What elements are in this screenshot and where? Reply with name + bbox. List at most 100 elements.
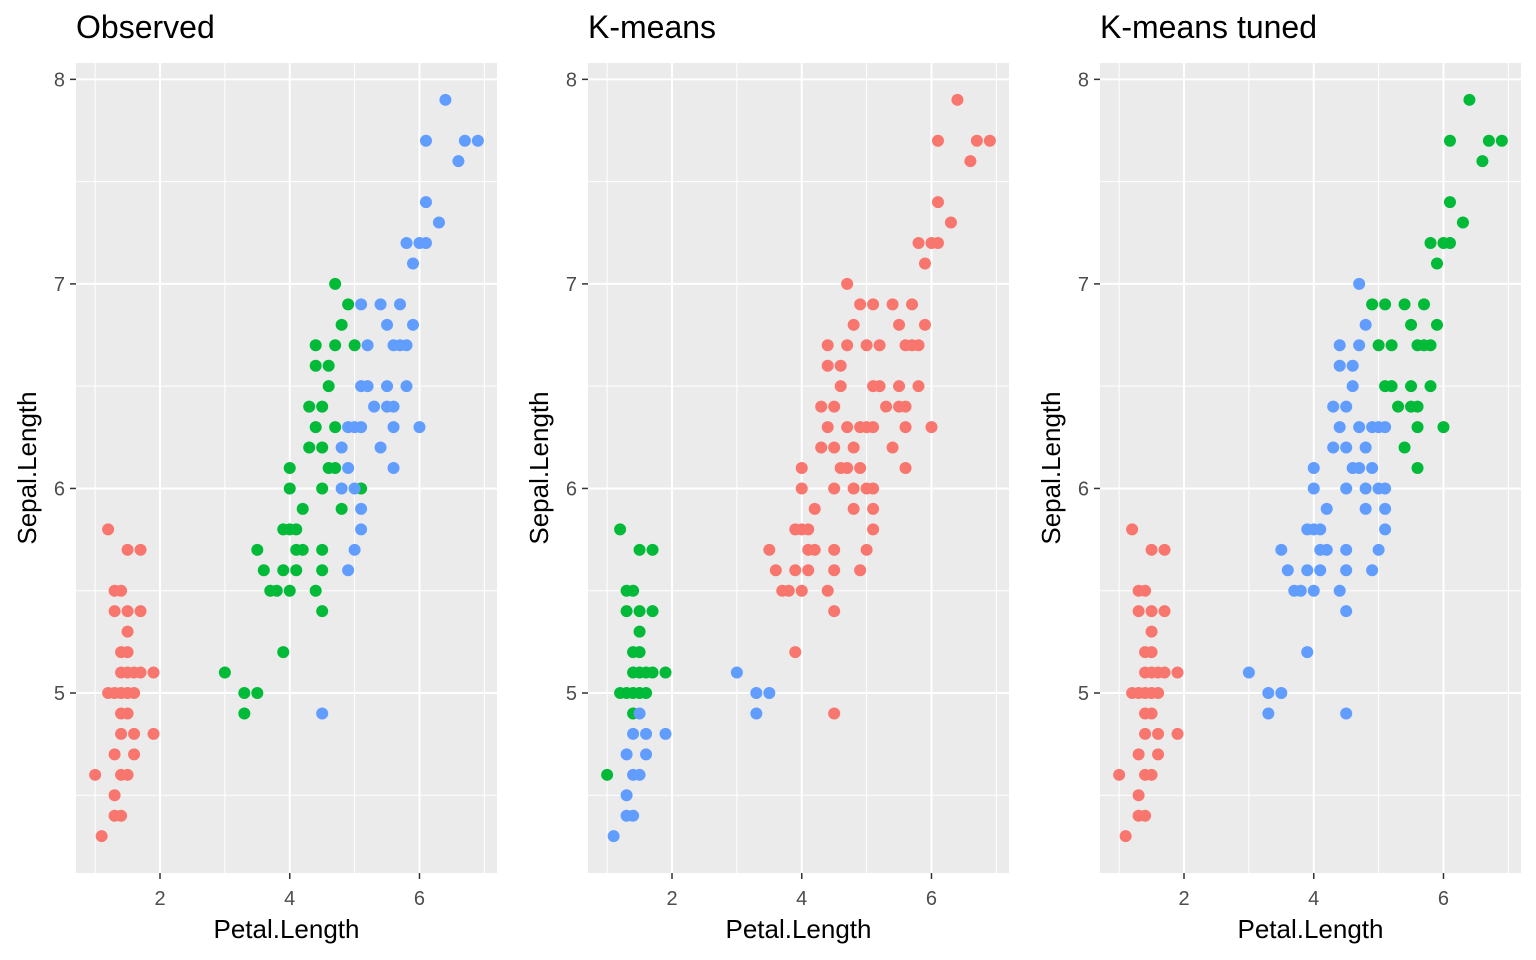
data-point [1320,502,1333,515]
data-point [1372,339,1385,352]
data-point [381,318,394,331]
data-point [329,421,342,434]
y-tick-label: 6 [54,478,65,500]
data-point [1379,523,1392,536]
data-point [821,339,834,352]
data-point [387,421,400,434]
data-point [1385,380,1398,393]
x-tick-label: 6 [414,888,425,910]
data-point [828,400,841,413]
data-point [1275,543,1288,556]
data-point [316,400,329,413]
data-point [620,789,633,802]
data-point [1411,462,1424,474]
data-point [251,543,264,556]
data-point [821,421,834,434]
series-1 [1113,523,1184,843]
y-axis-title: Sepal.Length [1036,391,1066,544]
data-point [886,298,899,311]
data-point [400,339,413,352]
data-point [406,318,419,331]
data-point [821,584,834,597]
data-point [1333,359,1346,372]
data-point [795,482,808,495]
data-point [342,298,355,311]
data-point [1353,277,1366,290]
data-point [342,564,355,577]
data-point [873,339,886,352]
data-point [847,441,860,454]
data-point [1126,523,1139,536]
data-point [1385,339,1398,352]
data-point [854,462,867,474]
data-point [607,830,620,843]
x-tick-label: 6 [926,888,937,910]
data-point [108,789,121,802]
data-point [1443,237,1456,249]
data-point [1171,666,1184,679]
data-point [1405,380,1418,393]
data-point [283,462,296,474]
data-point [1145,605,1158,618]
data-point [1353,421,1366,434]
data-point [413,421,426,434]
data-point [828,482,841,495]
data-point [633,646,646,659]
y-axis-title: Sepal.Length [12,391,42,544]
data-point [640,687,653,699]
data-point [821,359,834,372]
data-point [1113,768,1126,781]
data-point [750,687,763,699]
data-point [316,605,329,618]
data-point [808,543,821,556]
data-point [1340,400,1353,413]
data-point [335,318,348,331]
data-point [342,462,355,474]
data-point [880,400,893,413]
data-point [893,380,906,393]
data-point [931,134,944,147]
data-point [1152,687,1165,699]
data-point [899,421,912,434]
data-point [893,318,906,331]
data-point [640,727,653,740]
data-point [841,462,854,474]
data-point [296,502,309,515]
data-point [1379,298,1392,311]
data-point [309,339,322,352]
data-point [1314,523,1327,536]
data-point [355,523,368,536]
data-point [1366,298,1379,311]
data-point [329,339,342,352]
data-point [400,380,413,393]
data-point [633,768,646,781]
data-point [906,298,919,311]
data-point [912,237,925,249]
data-point [789,646,802,659]
data-point [1158,666,1171,679]
y-tick-label: 6 [566,478,577,500]
data-point [815,400,828,413]
data-point [1327,400,1340,413]
data-point [432,216,445,229]
series-3 [607,666,776,843]
data-point [750,707,763,720]
data-point [601,768,614,781]
data-point [238,707,251,720]
data-point [1294,584,1307,597]
data-point [1398,441,1411,454]
data-point [406,257,419,270]
data-point [646,605,659,618]
data-point [1340,441,1353,454]
panel-title: K-means tuned [1100,9,1317,45]
data-point [1366,564,1379,577]
data-point [1424,380,1437,393]
data-point [886,441,899,454]
data-point [841,339,854,352]
panel-title: Observed [76,9,215,45]
data-point [296,543,309,556]
data-point [1145,543,1158,556]
data-point [828,441,841,454]
data-point [795,584,808,597]
data-point [1340,543,1353,556]
